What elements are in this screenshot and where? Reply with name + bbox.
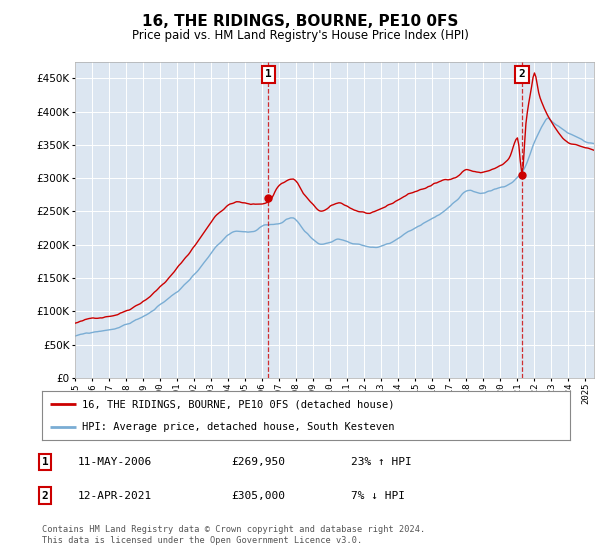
Text: 23% ↑ HPI: 23% ↑ HPI: [351, 457, 412, 467]
Text: 2: 2: [41, 491, 49, 501]
Text: £269,950: £269,950: [231, 457, 285, 467]
Text: 2: 2: [519, 69, 526, 80]
Text: 11-MAY-2006: 11-MAY-2006: [78, 457, 152, 467]
Text: Price paid vs. HM Land Registry's House Price Index (HPI): Price paid vs. HM Land Registry's House …: [131, 29, 469, 42]
Text: 1: 1: [41, 457, 49, 467]
Text: 12-APR-2021: 12-APR-2021: [78, 491, 152, 501]
Text: 1: 1: [265, 69, 272, 80]
Text: HPI: Average price, detached house, South Kesteven: HPI: Average price, detached house, Sout…: [82, 422, 394, 432]
Text: £305,000: £305,000: [231, 491, 285, 501]
Text: 16, THE RIDINGS, BOURNE, PE10 0FS (detached house): 16, THE RIDINGS, BOURNE, PE10 0FS (detac…: [82, 399, 394, 409]
Text: 7% ↓ HPI: 7% ↓ HPI: [351, 491, 405, 501]
Text: 16, THE RIDINGS, BOURNE, PE10 0FS: 16, THE RIDINGS, BOURNE, PE10 0FS: [142, 14, 458, 29]
Text: Contains HM Land Registry data © Crown copyright and database right 2024.
This d: Contains HM Land Registry data © Crown c…: [42, 525, 425, 545]
